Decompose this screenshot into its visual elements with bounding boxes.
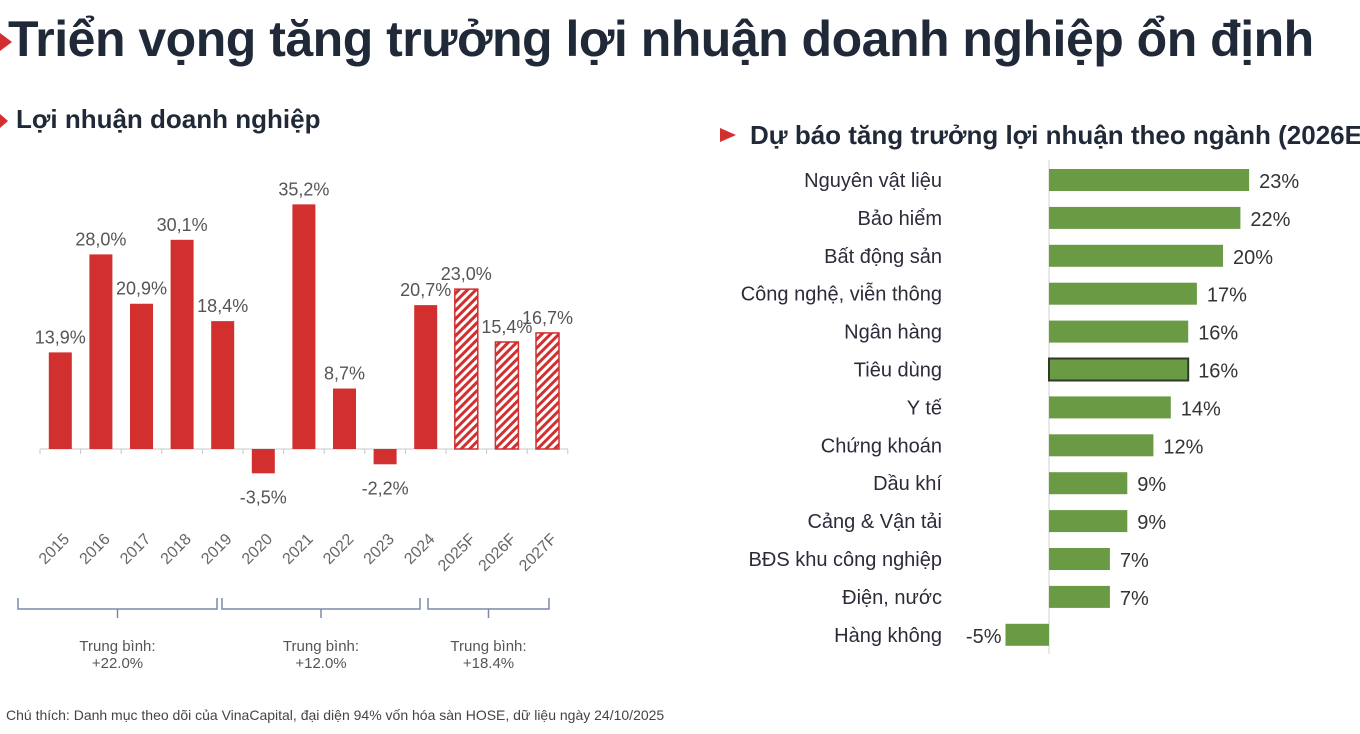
group-average-label: Trung bình: xyxy=(79,638,155,655)
bar-2016 xyxy=(89,254,113,449)
sector-value-label: 9% xyxy=(1137,474,1166,496)
left-chart-marker xyxy=(0,114,8,128)
group-average-label: Trung bình: xyxy=(450,638,526,655)
bar-2026F xyxy=(494,341,520,450)
sector-label: Công nghệ, viễn thông xyxy=(741,283,942,306)
sector-label: Chứng khoán xyxy=(821,435,942,457)
sector-value-label: 12% xyxy=(1163,436,1203,458)
sector-label: Ngân hàng xyxy=(844,322,942,344)
data-label: 23,0% xyxy=(441,264,492,284)
group-average-value: +22.0% xyxy=(92,655,143,672)
bar-2021 xyxy=(292,204,316,449)
right-chart-marker xyxy=(720,128,736,142)
sector-value-label: -5% xyxy=(966,626,1002,648)
sector-bar xyxy=(1049,169,1250,191)
sector-label: Bất động sản xyxy=(824,246,942,268)
bar-2015 xyxy=(48,352,72,449)
footnote: Chú thích: Danh mục theo dõi của VinaCap… xyxy=(6,707,665,723)
data-label: -3,5% xyxy=(240,487,287,507)
page-title: Triển vọng tăng trưởng lợi nhuận doanh n… xyxy=(8,11,1314,67)
bar-2020 xyxy=(251,449,275,474)
sector-value-label: 14% xyxy=(1181,398,1221,420)
sector-bar xyxy=(1049,585,1110,608)
sector-value-label: 16% xyxy=(1198,361,1238,383)
bar-2023 xyxy=(373,449,397,465)
data-label: 8,7% xyxy=(324,364,365,384)
left-chart-title: Lợi nhuận doanh nghiệp xyxy=(16,104,321,134)
sector-label: Dầu khí xyxy=(873,473,942,495)
sector-bar xyxy=(1049,472,1128,495)
data-label: -2,2% xyxy=(362,478,409,498)
bar-2019 xyxy=(211,321,235,449)
sector-label: Hàng không xyxy=(834,625,942,647)
data-label: 20,7% xyxy=(400,280,451,300)
profit-bar-chart: 13,9%201528,0%201620,9%201730,1%201818,4… xyxy=(17,179,573,672)
sector-label: Điện, nước xyxy=(842,587,942,609)
sector-label: Tiêu dùng xyxy=(854,360,942,382)
title-marker xyxy=(0,33,12,51)
bar-2024 xyxy=(414,305,438,449)
data-label: 16,7% xyxy=(522,308,573,328)
data-label: 35,2% xyxy=(278,179,329,199)
sector-bar xyxy=(1048,357,1190,382)
data-label: 28,0% xyxy=(75,229,126,249)
group-average-label: Trung bình: xyxy=(283,638,359,655)
sector-bar xyxy=(1049,320,1189,343)
sector-bar xyxy=(1049,282,1197,305)
sector-bar xyxy=(1005,623,1049,646)
sector-label: Y tế xyxy=(907,397,942,419)
sector-value-label: 7% xyxy=(1120,550,1149,572)
sector-label: Bảo hiểm xyxy=(858,208,943,230)
bar-2022 xyxy=(333,388,356,449)
sector-value-label: 9% xyxy=(1137,512,1166,534)
sector-bar xyxy=(1049,396,1171,419)
bar-2017 xyxy=(130,303,153,449)
sector-bar xyxy=(1049,510,1128,533)
data-label: 13,9% xyxy=(35,327,86,347)
bar-2027F xyxy=(535,332,560,450)
sector-value-label: 16% xyxy=(1198,323,1238,345)
sector-value-label: 23% xyxy=(1259,171,1299,193)
sector-value-label: 22% xyxy=(1250,209,1290,231)
right-chart-title: Dự báo tăng trưởng lợi nhuận theo ngành … xyxy=(750,120,1360,150)
bar-2018 xyxy=(170,239,194,449)
sector-label: BĐS khu công nghiệp xyxy=(749,549,942,571)
group-average-value: +12.0% xyxy=(295,655,346,672)
sector-label: Cảng & Vận tải xyxy=(807,511,942,533)
sector-bar xyxy=(1049,206,1241,229)
sector-bar xyxy=(1049,548,1110,570)
data-label: 30,1% xyxy=(157,215,208,235)
sector-label: Nguyên vật liệu xyxy=(804,170,942,192)
bar-2025F xyxy=(454,288,479,450)
data-label: 18,4% xyxy=(197,296,248,316)
sector-value-label: 7% xyxy=(1120,588,1149,610)
sector-bar xyxy=(1049,434,1154,457)
group-average-value: +18.4% xyxy=(463,655,514,672)
data-label: 20,9% xyxy=(116,279,167,299)
data-label: 15,4% xyxy=(481,317,532,337)
sector-value-label: 20% xyxy=(1233,247,1273,269)
sector-value-label: 17% xyxy=(1207,285,1247,307)
sector-bar xyxy=(1049,244,1223,267)
sector-bar-chart: Nguyên vật liệu 23% Bảo hiểm 22% Bất động sả… xyxy=(741,160,1299,654)
